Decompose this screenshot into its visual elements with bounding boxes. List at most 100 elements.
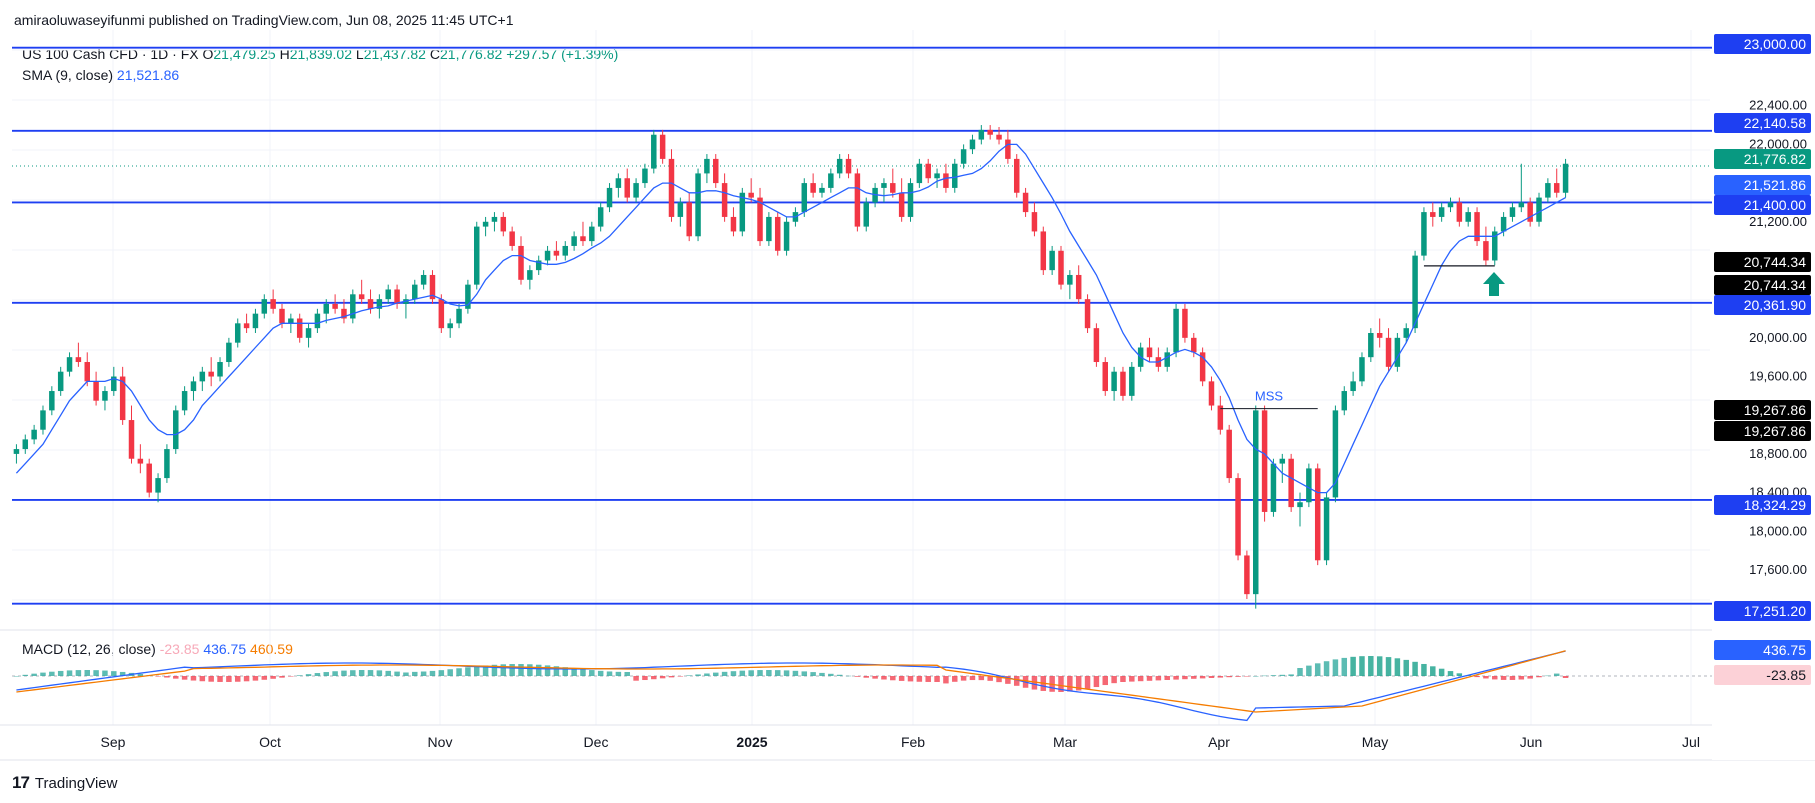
candle-body: [217, 362, 223, 377]
price-badge: [1714, 275, 1811, 295]
macd-histogram-bar: [190, 676, 197, 681]
macd-histogram-bar: [766, 670, 772, 676]
macd-histogram-bar: [624, 671, 630, 676]
price-badge-label: 21,400.00: [1744, 197, 1806, 213]
macd-histogram-bar: [934, 676, 940, 682]
candle-body: [615, 178, 622, 188]
macd-histogram-bar: [1545, 675, 1551, 677]
price-badge: [1714, 252, 1811, 272]
candle-body: [164, 449, 170, 479]
candle-body: [1164, 352, 1170, 367]
macd-histogram-bar: [580, 669, 586, 676]
macd-histogram-bar: [757, 670, 763, 676]
price-badge-label: 22,140.58: [1744, 115, 1806, 131]
candle-body: [810, 183, 816, 193]
candle-body: [208, 371, 214, 377]
macd-histogram-bar: [1297, 668, 1303, 676]
macd-histogram-bar: [1288, 674, 1294, 676]
macd-histogram-bar: [1403, 659, 1409, 676]
candle-body: [916, 163, 923, 184]
macd-histogram-bar: [1067, 676, 1073, 692]
candle-body: [1067, 274, 1073, 285]
macd-legend[interactable]: MACD (12, 26, close) -23.85 436.75 460.5…: [22, 641, 293, 657]
candle-body: [1553, 183, 1560, 193]
candle-body: [580, 236, 586, 242]
macd-histogram-bar: [252, 676, 259, 681]
macd-signal-line: [16, 650, 1566, 713]
macd-histogram-bar: [482, 665, 489, 676]
macd-histogram-bar: [969, 676, 976, 681]
macd-histogram-bar: [84, 670, 90, 676]
candle-body: [863, 202, 869, 227]
price-badge: [1714, 495, 1811, 515]
candle-body: [500, 216, 507, 232]
candle-body: [757, 197, 763, 242]
candle-body: [730, 216, 737, 232]
candle-body: [1438, 207, 1445, 217]
candle-body: [748, 192, 754, 198]
candle-body: [1527, 202, 1533, 222]
macd-histogram-bar: [1111, 676, 1117, 684]
candle-body: [978, 129, 985, 140]
macd-histogram-bar: [66, 670, 73, 676]
macd-histogram-bar: [1536, 676, 1542, 678]
candle-body: [562, 245, 569, 256]
candle-body: [686, 202, 692, 237]
macd-histogram-bar: [633, 676, 639, 681]
macd-histogram-bar: [137, 673, 144, 676]
candle-body: [836, 158, 843, 174]
candle-body: [695, 173, 701, 237]
macd-histogram-bar: [155, 676, 161, 677]
candle-body: [190, 381, 197, 392]
macd-histogram-bar: [1173, 676, 1179, 680]
candle-body: [13, 449, 20, 454]
candle-body: [358, 294, 365, 300]
low-label: L: [355, 46, 364, 62]
time-axis-label: Sep: [101, 734, 126, 750]
macd-histogram-bar: [1527, 676, 1533, 679]
candle-body: [146, 463, 152, 493]
macd-histogram-bar: [1146, 676, 1153, 681]
candle-body: [597, 207, 604, 227]
macd-histogram-bar: [881, 676, 887, 680]
macd-histogram-bar: [1456, 673, 1463, 676]
macd-histogram-bar: [1270, 675, 1277, 676]
macd-histogram-bar: [1102, 676, 1108, 686]
macd-histogram-bar: [1483, 676, 1489, 679]
macd-histogram-bar: [668, 676, 675, 678]
candle-body: [111, 376, 117, 392]
candle-body: [341, 308, 347, 319]
macd-histogram-bar: [1084, 676, 1091, 689]
candle-body: [376, 299, 383, 309]
sma-legend[interactable]: SMA (9, close) 21,521.86: [22, 67, 179, 83]
candle-body: [642, 168, 648, 184]
price-axis-tick: 22,400.00: [1749, 98, 1807, 113]
candle-body: [1350, 381, 1356, 392]
candle-body: [1146, 347, 1153, 358]
candle-body: [668, 158, 675, 217]
macd-histogram-bar: [1253, 676, 1259, 677]
candle-body: [252, 313, 259, 329]
candle-body: [40, 410, 46, 430]
candle-body: [22, 439, 29, 450]
candle-body: [651, 134, 657, 169]
candle-body: [1368, 333, 1374, 358]
macd-histogram-bar: [350, 670, 356, 676]
candle-body: [589, 226, 595, 242]
price-badge: [1714, 400, 1811, 420]
macd-histogram-bar: [376, 670, 383, 676]
macd-histogram-bar: [535, 664, 542, 676]
macd-histogram-bar: [1244, 676, 1250, 677]
macd-histogram-bar: [952, 676, 958, 682]
candle-body: [1430, 212, 1436, 217]
macd-histogram-bar: [978, 676, 985, 681]
macd-histogram-bar: [1421, 663, 1427, 676]
macd-histogram-bar: [456, 668, 462, 676]
price-badge: [1714, 34, 1811, 54]
price-badge: [1714, 113, 1811, 133]
candle-body: [633, 183, 639, 198]
macd-histogram-bar: [234, 676, 241, 682]
candle-body: [1244, 555, 1250, 595]
candle-body: [385, 289, 391, 300]
